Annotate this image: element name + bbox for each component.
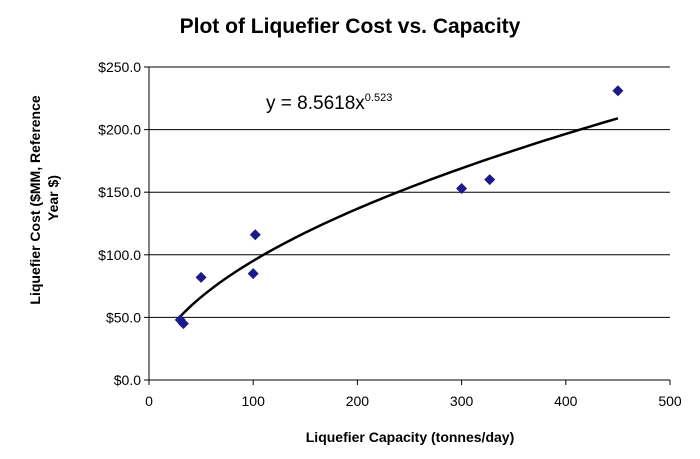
trendline-equation: y = 8.5618x0.523 [266,92,392,114]
x-tick-label: 200 [346,393,370,409]
plot-area: $0.0 $50.0 $100.0 $150.0 $200.0 $250.0 0 100 20… [98,59,682,409]
data-point-marker [247,268,259,280]
trendline-equation-base: y = 8.5618x [266,93,365,114]
gridlines [149,66,670,318]
y-tick-label: $50.0 [106,309,141,325]
data-point-marker [456,182,468,194]
y-tick-label: $100.0 [98,247,141,263]
y-axis-title-line-2: Year $) [45,175,61,221]
x-tick-label: 300 [450,393,474,409]
chart-title: Plot of Liquefier Cost vs. Capacity [180,15,521,38]
data-point-marker [177,318,189,330]
x-axis-title: Liquefier Capacity (tonnes/day) [306,429,514,445]
x-tick-label: 100 [242,393,266,409]
x-tick-label: 500 [658,393,682,409]
data-point-marker [484,174,496,186]
x-tick-label: 400 [554,393,578,409]
x-axis-tick-labels: 0 100 200 300 400 500 [145,380,682,409]
power-trendline [179,117,619,318]
y-tick-label: $200.0 [98,122,141,138]
data-point-marker [612,85,624,97]
y-tick-label: $250.0 [98,59,141,75]
data-point-marker [195,271,207,283]
data-points [174,85,624,330]
y-tick-label: $150.0 [98,184,141,200]
data-point-marker [249,229,261,241]
y-axis-title-line-1: Liquefier Cost ($MM, Reference [27,95,43,304]
y-tick-label: $0.0 [114,372,141,388]
y-axis-title: Liquefier Cost ($MM, Reference Year $) [27,91,61,304]
x-tick-label: 0 [145,393,153,409]
y-axis-tick-labels: $0.0 $50.0 $100.0 $150.0 $200.0 $250.0 [98,59,149,388]
trendline-equation-exponent: 0.523 [365,92,393,104]
